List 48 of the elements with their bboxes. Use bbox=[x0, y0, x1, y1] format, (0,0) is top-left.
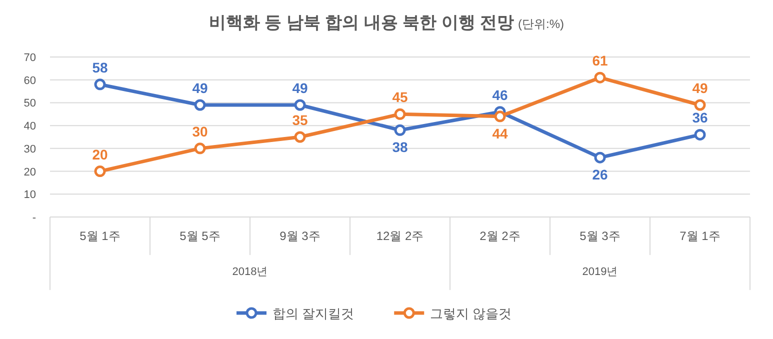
y-tick-label: - bbox=[32, 212, 36, 224]
x-tick-label: 5월 3주 bbox=[580, 229, 620, 243]
data-label: 58 bbox=[92, 59, 108, 76]
point bbox=[294, 131, 306, 143]
data-label: 30 bbox=[192, 123, 208, 140]
point bbox=[194, 142, 206, 154]
data-label: 49 bbox=[192, 80, 208, 96]
y-tick-label: 50 bbox=[24, 98, 36, 110]
point bbox=[394, 124, 406, 136]
point bbox=[194, 99, 206, 111]
point bbox=[294, 99, 306, 111]
data-label: 49 bbox=[292, 80, 308, 96]
x-tick-label: 5월 1주 bbox=[80, 229, 120, 243]
point bbox=[94, 78, 106, 90]
point bbox=[94, 166, 106, 178]
y-tick-label: 70 bbox=[24, 52, 36, 64]
x-tick-label: 7월 1주 bbox=[680, 229, 720, 243]
point bbox=[494, 110, 506, 122]
data-label: 61 bbox=[592, 52, 608, 69]
x-tick-label: 5월 5주 bbox=[180, 229, 220, 243]
data-label: 44 bbox=[492, 125, 508, 142]
text: 2018년 bbox=[232, 266, 268, 278]
x-tick-label: 2월 2주 bbox=[480, 229, 520, 243]
legend-label: 합의 잘지킬것 bbox=[272, 306, 354, 321]
chart-title: 비핵화 등 남북 합의 내용 북한 이행 전망 bbox=[208, 13, 514, 32]
y-tick-label: 10 bbox=[24, 189, 36, 202]
data-label: 26 bbox=[592, 166, 608, 183]
data-label: 45 bbox=[392, 89, 408, 106]
y-tick-label: 30 bbox=[24, 143, 36, 156]
y-tick-label: 20 bbox=[24, 166, 36, 178]
point bbox=[694, 128, 706, 140]
data-label: 35 bbox=[292, 112, 308, 128]
x-tick-label: 12월 2주 bbox=[376, 229, 424, 243]
data-label: 49 bbox=[692, 80, 708, 96]
y-tick-label: 60 bbox=[24, 74, 36, 87]
data-label: 38 bbox=[392, 139, 408, 156]
point bbox=[694, 99, 706, 111]
point bbox=[594, 72, 606, 84]
legend-label: 그렇지 않을것 bbox=[430, 306, 512, 321]
data-label: 20 bbox=[92, 146, 108, 162]
data-label: 46 bbox=[492, 86, 508, 103]
chart-subtitle: (단위:%) bbox=[518, 17, 564, 31]
point bbox=[394, 108, 406, 120]
data-label: 36 bbox=[692, 110, 708, 126]
y-tick-label: 40 bbox=[24, 120, 36, 133]
text: 2019년 bbox=[582, 266, 618, 278]
x-tick-label: 9월 3주 bbox=[280, 229, 320, 243]
point bbox=[594, 152, 606, 164]
